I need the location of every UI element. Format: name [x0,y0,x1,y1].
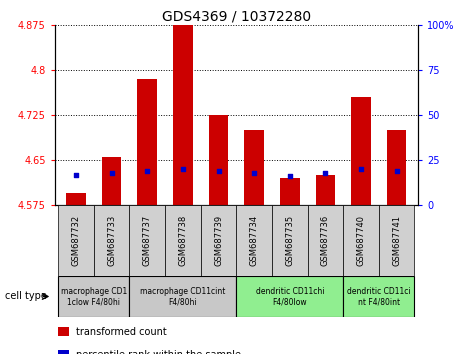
Bar [379,205,414,276]
Bar [58,350,69,354]
Text: transformed count: transformed count [76,327,167,337]
Bar [102,157,122,205]
Bar [173,25,193,205]
Point [108,170,115,176]
Point [322,170,329,176]
Text: GSM687733: GSM687733 [107,215,116,266]
Point [72,172,80,177]
Text: dendritic CD11chi
F4/80low: dendritic CD11chi F4/80low [256,287,324,306]
Bar [201,205,237,276]
Bar [129,276,237,317]
Point [357,166,365,172]
Bar [58,205,94,276]
Bar [209,115,228,205]
Bar [66,193,86,205]
Bar [351,97,371,205]
Text: GSM687739: GSM687739 [214,215,223,266]
Bar [165,205,200,276]
Text: dendritic CD11ci
nt F4/80int: dendritic CD11ci nt F4/80int [347,287,410,306]
Text: macrophage CD1
1clow F4/80hi: macrophage CD1 1clow F4/80hi [61,287,127,306]
Bar [58,327,69,336]
Point [250,170,258,176]
Text: GSM687736: GSM687736 [321,215,330,266]
Text: GSM687737: GSM687737 [143,215,152,266]
Bar [280,178,300,205]
Bar [129,205,165,276]
Bar [308,205,343,276]
Bar [237,276,343,317]
Bar [58,276,129,317]
Text: cell type: cell type [5,291,47,302]
Point [179,166,187,172]
Bar [315,175,335,205]
Title: GDS4369 / 10372280: GDS4369 / 10372280 [162,10,311,24]
Text: GSM687741: GSM687741 [392,215,401,266]
Bar [272,205,308,276]
Bar [343,276,414,317]
Bar [244,130,264,205]
Point [286,173,294,179]
Point [393,168,400,174]
Bar [137,79,157,205]
Text: GSM687738: GSM687738 [179,215,187,266]
Bar [343,205,379,276]
Point [143,168,151,174]
Point [215,168,222,174]
Text: percentile rank within the sample: percentile rank within the sample [76,350,241,354]
Text: GSM687734: GSM687734 [250,215,258,266]
Bar [237,205,272,276]
Bar [94,205,129,276]
Bar [387,130,407,205]
Text: GSM687740: GSM687740 [357,215,365,266]
Text: macrophage CD11cint
F4/80hi: macrophage CD11cint F4/80hi [140,287,226,306]
Text: GSM687735: GSM687735 [285,215,294,266]
Text: GSM687732: GSM687732 [72,215,80,266]
